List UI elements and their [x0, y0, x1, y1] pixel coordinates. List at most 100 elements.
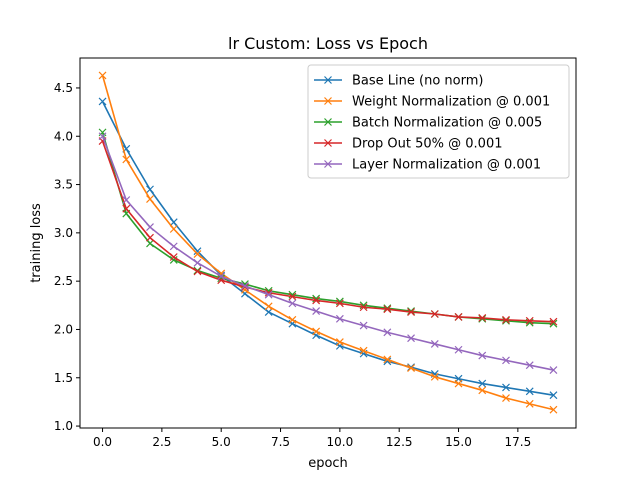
legend-marker-1 [324, 97, 332, 105]
data-point-marker [359, 303, 368, 312]
legend-entry-1: Weight Normalization @ 0.001 [352, 95, 550, 110]
x-tick-label: 12.5 [386, 435, 413, 449]
plot-lines [98, 71, 558, 414]
data-point-marker [122, 196, 131, 204]
data-point-marker [407, 364, 415, 373]
data-point-marker [502, 356, 510, 365]
legend-box [307, 64, 570, 179]
data-point-marker [288, 292, 297, 301]
data-point-marker [146, 223, 154, 231]
series-line-3 [101, 140, 554, 323]
data-point-marker [549, 317, 558, 326]
data-point-marker [217, 272, 226, 281]
data-point-marker [525, 361, 534, 370]
legend-entry-4: Layer Normalization @ 0.001 [352, 158, 541, 173]
x-axis: 0.0 2.5 5.0 7.5 10.0 12.5 15.0 17.5 [93, 428, 531, 449]
data-point-marker [359, 346, 368, 355]
data-point-marker [169, 242, 178, 251]
data-point-marker [478, 386, 487, 395]
series-line-4 [101, 135, 554, 371]
data-point-marker [312, 327, 321, 336]
data-point-marker [383, 304, 392, 313]
y-tick-label: 4.5 [54, 81, 73, 95]
data-point-marker [407, 308, 415, 316]
chart-title: lr Custom: Loss vs Epoch [228, 34, 428, 53]
data-point-marker [407, 307, 415, 316]
data-point-marker [359, 321, 368, 330]
data-point-marker [502, 383, 510, 392]
x-axis-label: epoch [308, 456, 348, 471]
data-point-marker [335, 299, 344, 308]
data-point-marker [502, 315, 510, 324]
data-point-marker [169, 225, 178, 233]
y-tick-label: 2.0 [54, 322, 73, 336]
data-point-marker [430, 310, 439, 318]
legend-marker-3 [324, 139, 332, 147]
series-line-2 [101, 132, 554, 325]
series-line-1 [101, 75, 554, 411]
data-point-marker [169, 218, 178, 227]
data-point-marker [193, 267, 202, 276]
data-point-marker [288, 299, 297, 308]
data-point-marker [525, 399, 534, 408]
y-axis-label: training loss [29, 203, 44, 283]
data-point-marker [335, 338, 344, 346]
data-point-marker [193, 247, 202, 256]
data-point-marker [146, 195, 154, 203]
data-point-marker [98, 132, 107, 141]
y-tick-label: 4.0 [54, 129, 73, 143]
x-tick-label: 17.5 [504, 435, 531, 449]
data-point-marker [312, 307, 321, 316]
data-point-marker [549, 405, 558, 414]
y-tick-label: 1.0 [54, 419, 73, 433]
data-point-marker [146, 233, 154, 242]
data-point-marker [122, 204, 131, 213]
data-point-marker [383, 305, 392, 314]
data-point-marker [525, 316, 534, 325]
x-tick-label: 0.0 [93, 435, 112, 449]
data-point-marker [407, 334, 415, 343]
legend-marker-2 [324, 118, 332, 126]
data-point-marker [146, 185, 154, 194]
legend-marker-0 [324, 76, 332, 84]
x-tick-label: 2.5 [152, 435, 171, 449]
data-point-marker [383, 355, 392, 364]
data-point-marker [502, 316, 510, 325]
x-tick-label: 7.5 [271, 435, 290, 449]
data-point-marker [335, 314, 344, 323]
data-point-marker [312, 296, 321, 305]
series-line-0 [101, 101, 554, 396]
y-tick-label: 1.5 [54, 371, 73, 385]
data-point-marker [264, 290, 273, 299]
data-point-marker [98, 97, 107, 106]
data-point-marker [454, 379, 463, 388]
data-point-marker [502, 394, 510, 402]
data-point-marker [193, 250, 202, 259]
legend-entry-2: Batch Normalization @ 0.005 [352, 116, 542, 131]
y-tick-label: 3.0 [54, 226, 73, 240]
data-point-marker [288, 315, 297, 324]
data-point-marker [169, 253, 178, 261]
data-point-marker [478, 351, 487, 360]
legend-entry-3: Drop Out 50% @ 0.001 [352, 137, 502, 152]
data-point-marker [454, 312, 463, 321]
plot-frame [79, 57, 577, 429]
data-point-marker [549, 391, 558, 400]
x-tick-label: 15.0 [445, 435, 472, 449]
data-point-marker [122, 155, 131, 164]
x-tick-label: 10.0 [327, 435, 354, 449]
data-point-marker [264, 302, 273, 311]
x-tick-label: 5.0 [212, 435, 231, 449]
data-point-marker [383, 328, 392, 337]
legend-entry-0: Base Line (no norm) [352, 74, 483, 89]
legend-marker-4 [324, 160, 332, 168]
data-point-marker [430, 372, 439, 381]
data-point-marker [193, 258, 202, 267]
data-point-marker [478, 313, 487, 322]
data-point-marker [430, 340, 439, 348]
data-point-marker [241, 282, 249, 290]
data-point-marker [454, 345, 463, 354]
data-point-marker [98, 71, 107, 80]
data-point-marker [478, 314, 487, 323]
